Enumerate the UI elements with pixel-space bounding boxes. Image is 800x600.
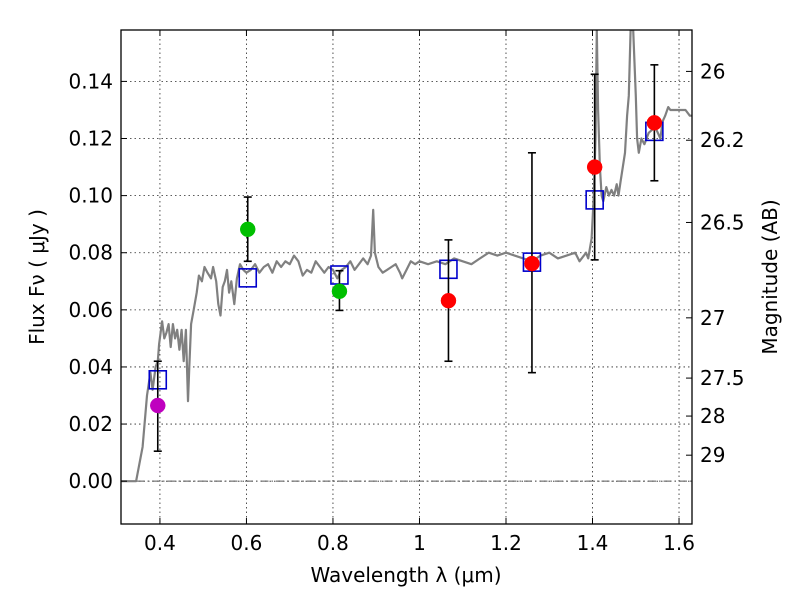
right-tick-label: 26 [700,59,725,83]
observed-photometry-point [239,221,256,238]
y-axis-label: Flux Fν ( μJy ) [25,209,49,345]
plot-area [121,30,692,483]
x-tick-label: 1.4 [577,531,609,555]
x-tick-label: 1 [413,531,426,555]
y-tick-label: 0.00 [68,469,113,493]
right-axis-label: Magnitude (AB) [758,199,782,354]
model-sed-line [121,30,692,483]
x-tick-label: 0.4 [144,531,176,555]
right-tick-label: 26.2 [700,128,745,152]
y-tick-label: 0.04 [68,355,113,379]
grid [121,30,692,524]
plot-frame [120,29,693,525]
observed-photometry-point [524,255,540,272]
right-tick-label: 27 [700,306,725,330]
observed-photometry-point [586,159,603,175]
observed-photometry-point [440,292,457,309]
y-tick-label: 0.12 [68,127,113,151]
model-photometry-square [238,268,258,288]
x-axis-label: Wavelength λ (μm) [310,563,501,587]
observed-photometry-point [331,283,348,300]
observed-photometry-point [646,115,663,131]
x-tick-label: 1.6 [663,531,695,555]
y-tick-label: 0.14 [68,69,113,93]
x-tick-label: 0.8 [317,531,349,555]
y-tick-label: 0.06 [68,298,113,322]
y-tick-label: 0.02 [68,412,113,436]
y-tick-label: 0.10 [68,184,113,208]
y-tick-label: 0.08 [68,241,113,265]
x-tick-label: 0.6 [231,531,263,555]
axis-ticks: 0.4 0.6 0.8 1 1.2 1.4 1.6 0.00 0.02 0.04 0.06 0.08 0… [68,30,745,555]
right-tick-label: 26.5 [700,210,745,234]
right-tick-label: 29 [700,443,725,467]
right-tick-label: 27.5 [700,366,745,390]
right-tick-label: 28 [700,404,725,428]
observed-photometry-point [150,397,166,414]
x-tick-label: 1.2 [490,531,522,555]
